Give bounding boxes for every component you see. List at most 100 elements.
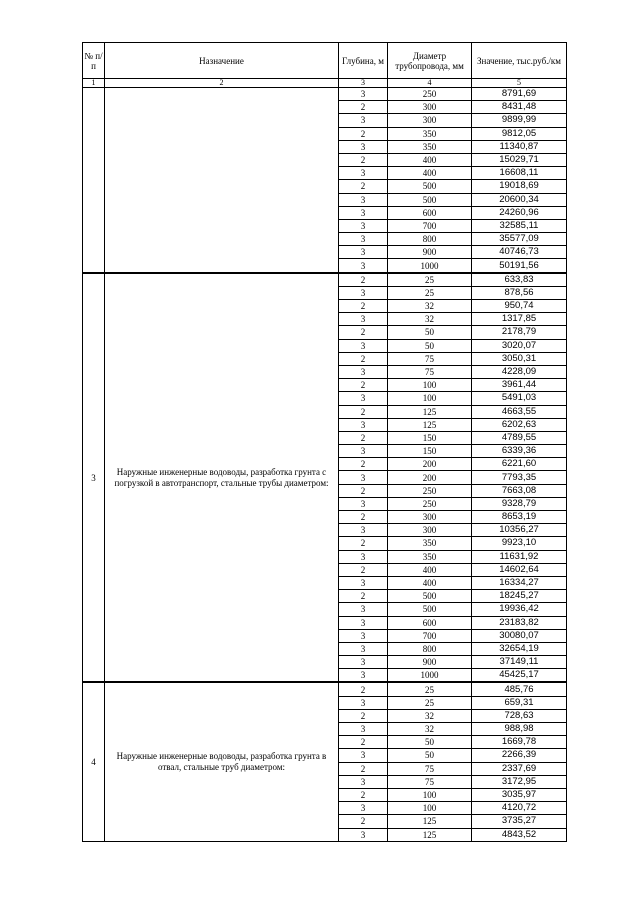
depth-cell: 3 [338,628,388,643]
table-row: 4 Наружные инженерные водоводы, разработк… [82,681,567,842]
table-row: 2 125 4663,55 [83,404,567,419]
depth-cell: 2 [338,536,388,551]
diameter-cell: 900 [387,655,472,670]
group-number [82,86,105,274]
column-number-row: 1 2 3 4 5 [82,78,567,88]
value-cell: 20600,34 [471,192,567,207]
group-description: Наружные инженерные водоводы, разработка… [104,271,339,683]
depth-cell: 3 [338,801,388,816]
diameter-cell: 75 [387,364,472,380]
table-row: 3 32 1317,85 [83,312,567,327]
table-row: 3 32 988,98 [83,721,567,737]
depth-cell: 3 [338,523,388,538]
depth-cell: 3 [338,285,388,301]
diameter-cell: 50 [387,338,472,353]
value-cell: 18245,27 [471,589,567,604]
value-cell: 10356,27 [471,523,567,538]
value-cell: 6339,36 [471,444,567,459]
diameter-cell: 75 [387,774,472,789]
depth-cell: 2 [338,457,388,472]
header-row: № п/п Назначение Глубина, м Диаметр труб… [82,42,567,79]
depth-cell: 2 [338,761,388,776]
value-cell: 1669,78 [471,735,567,750]
diameter-cell: 500 [387,589,472,604]
table-row: 3 1000 50191,56 [83,258,567,274]
depth-cell: 3 [338,258,388,274]
value-cell: 3172,95 [471,774,567,789]
depth-cell: 2 [338,179,388,194]
diameter-cell: 200 [387,457,472,472]
table-row: 3 150 6339,36 [83,444,567,459]
diameter-cell: 25 [387,695,472,710]
header-number: № п/п [82,42,105,79]
diameter-cell: 500 [387,602,472,617]
diameter-cell: 50 [387,735,472,750]
value-cell: 3050,31 [471,351,567,366]
depth-cell: 3 [338,205,388,220]
value-cell: 11340,87 [471,139,567,154]
table-row: 3 400 16334,27 [83,575,567,591]
diameter-cell: 700 [387,628,472,643]
value-cell: 45425,17 [471,668,567,683]
depth-cell: 2 [338,404,388,419]
diameter-cell: 900 [387,245,472,260]
depth-cell: 2 [338,735,388,750]
group-description: Наружные инженерные водоводы, разработка… [104,681,339,842]
value-cell: 2178,79 [471,325,567,340]
depth-cell: 3 [338,748,388,763]
diameter-cell: 1000 [387,258,472,274]
depth-cell: 3 [338,444,388,459]
header-diameter: Диаметр трубопровода, мм [387,42,472,79]
value-cell: 32654,19 [471,641,567,657]
value-cell: 7793,35 [471,470,567,485]
value-cell: 19936,42 [471,602,567,617]
value-cell: 9328,79 [471,496,567,512]
value-cell: 4228,09 [471,364,567,380]
diameter-cell: 300 [387,509,472,525]
depth-cell: 2 [338,430,388,446]
table-row: 2 500 18245,27 [83,589,567,604]
value-cell: 15029,71 [471,152,567,168]
price-table: № п/п Назначение Глубина, м Диаметр труб… [82,42,567,842]
table-row: 2 75 2337,69 [83,761,567,776]
diameter-cell: 25 [387,681,472,697]
table-row: 3 125 4843,52 [83,827,567,842]
table-row: 3 500 19936,42 [83,602,567,617]
diameter-cell: 32 [387,721,472,737]
diameter-cell: 350 [387,139,472,154]
depth-cell: 2 [338,298,388,314]
diameter-cell: 75 [387,351,472,366]
value-cell: 37149,11 [471,655,567,670]
depth-cell: 3 [338,218,388,234]
depth-cell: 2 [338,325,388,340]
depth-cell: 3 [338,549,388,564]
table-row: 2 350 9923,10 [83,536,567,551]
value-cell: 9923,10 [471,536,567,551]
depth-cell: 3 [338,615,388,630]
depth-cell: 2 [338,509,388,525]
diameter-cell: 350 [387,126,472,141]
table-row: 3 400 16608,11 [83,166,567,181]
diameter-cell: 400 [387,575,472,591]
value-cell: 40746,73 [471,245,567,260]
diameter-cell: 25 [387,271,472,287]
depth-cell: 3 [338,364,388,380]
depth-cell: 3 [338,641,388,657]
value-cell: 2337,69 [471,761,567,776]
depth-cell: 3 [338,391,388,406]
diameter-cell: 250 [387,496,472,512]
table-row: 3 Наружные инженерные водоводы, разработк… [82,271,567,683]
value-cell: 3735,27 [471,814,567,829]
table-row: 3 75 3172,95 [83,774,567,789]
depth-cell: 2 [338,271,388,287]
value-cell: 3020,07 [471,338,567,353]
depth-cell: 2 [338,126,388,141]
value-cell: 16334,27 [471,575,567,591]
depth-cell: 2 [338,681,388,697]
depth-cell: 3 [338,139,388,154]
value-cell: 950,74 [471,298,567,314]
depth-cell: 3 [338,113,388,128]
depth-cell: 3 [338,232,388,247]
diameter-cell: 300 [387,100,472,115]
table-row: 3 250 8791,69 [82,86,567,274]
